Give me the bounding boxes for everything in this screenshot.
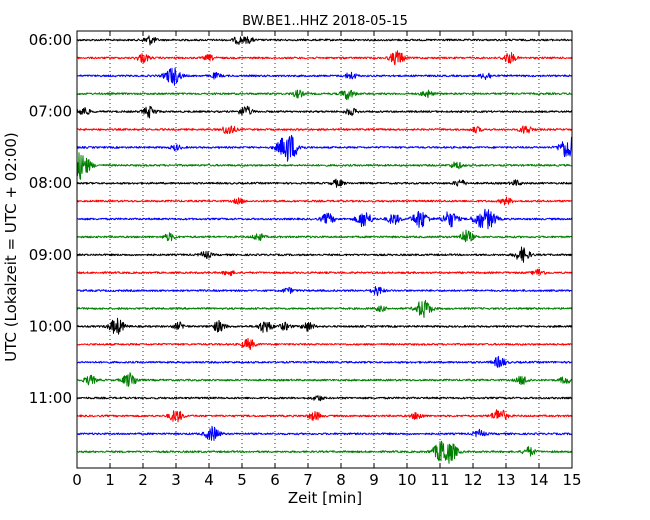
- x-tick-label: 15: [562, 471, 581, 489]
- y-tick-label: 11:00: [29, 389, 72, 407]
- x-axis-ticks: 0 1 2 3 4 5 6 7 8 9 10 11 12 13 14 15: [72, 31, 582, 489]
- chart-title: BW.BE1..HHZ 2018-05-15: [242, 14, 408, 29]
- y-axis-label: UTC (Lokalzeit = UTC + 02:00): [2, 132, 20, 362]
- x-tick-label: 12: [463, 471, 482, 489]
- seismic-trace-1030: [76, 355, 573, 368]
- seismic-trace-0745: [76, 152, 573, 180]
- trace-group: [76, 35, 573, 464]
- y-tick-label: 06:00: [29, 31, 72, 49]
- seismic-trace-0900: [76, 246, 572, 263]
- x-tick-label: 11: [430, 471, 449, 489]
- vertical-grid: [109, 31, 540, 468]
- x-tick-label: 5: [237, 471, 247, 489]
- seismic-trace-1130: [76, 425, 573, 441]
- x-tick-label: 7: [303, 471, 313, 489]
- y-tick-label: 07:00: [29, 103, 72, 121]
- seismic-trace-1015: [76, 337, 573, 350]
- y-tick-label: 09:00: [29, 246, 72, 264]
- seismic-trace-1115: [76, 409, 573, 423]
- seismic-trace-1145: [76, 440, 573, 464]
- x-tick-label: 4: [204, 471, 214, 489]
- seismic-trace-1045: [76, 372, 573, 387]
- seismic-trace-1100: [76, 395, 573, 402]
- seismic-trace-0600: [76, 35, 573, 46]
- x-tick-label: 2: [138, 471, 148, 489]
- y-axis-ticks: 06:00 07:00 08:00 09:00 10:00 11:00: [29, 31, 572, 407]
- seismic-trace-0815: [76, 196, 573, 206]
- x-tick-label: 3: [171, 471, 181, 489]
- seismic-trace-0800: [76, 178, 573, 188]
- x-tick-label: 0: [72, 471, 82, 489]
- seismic-trace-1000: [76, 317, 573, 335]
- x-tick-label: 1: [105, 471, 115, 489]
- seismic-trace-0845: [76, 229, 573, 243]
- seismic-trace-0915: [76, 268, 573, 276]
- seismic-trace-0715: [76, 125, 573, 135]
- seismic-trace-0945: [76, 299, 572, 318]
- seismic-trace-0615: [76, 50, 573, 65]
- seismic-trace-0830: [76, 208, 573, 230]
- x-tick-label: 9: [369, 471, 379, 489]
- y-tick-label: 10:00: [29, 317, 72, 335]
- x-tick-label: 10: [397, 471, 416, 489]
- plot-frame: [76, 30, 573, 469]
- x-axis-label: Zeit [min]: [288, 489, 362, 507]
- seismic-trace-0630: [76, 67, 573, 86]
- y-tick-label: 08:00: [29, 174, 72, 192]
- x-tick-label: 8: [336, 471, 346, 489]
- x-tick-label: 13: [496, 471, 515, 489]
- seismic-trace-0645: [76, 89, 572, 100]
- x-tick-label: 14: [529, 471, 548, 489]
- x-tick-label: 6: [270, 471, 280, 489]
- seismic-trace-0930: [76, 286, 573, 297]
- seismic-trace-0730: [76, 134, 573, 162]
- seismic-trace-0700: [76, 105, 573, 119]
